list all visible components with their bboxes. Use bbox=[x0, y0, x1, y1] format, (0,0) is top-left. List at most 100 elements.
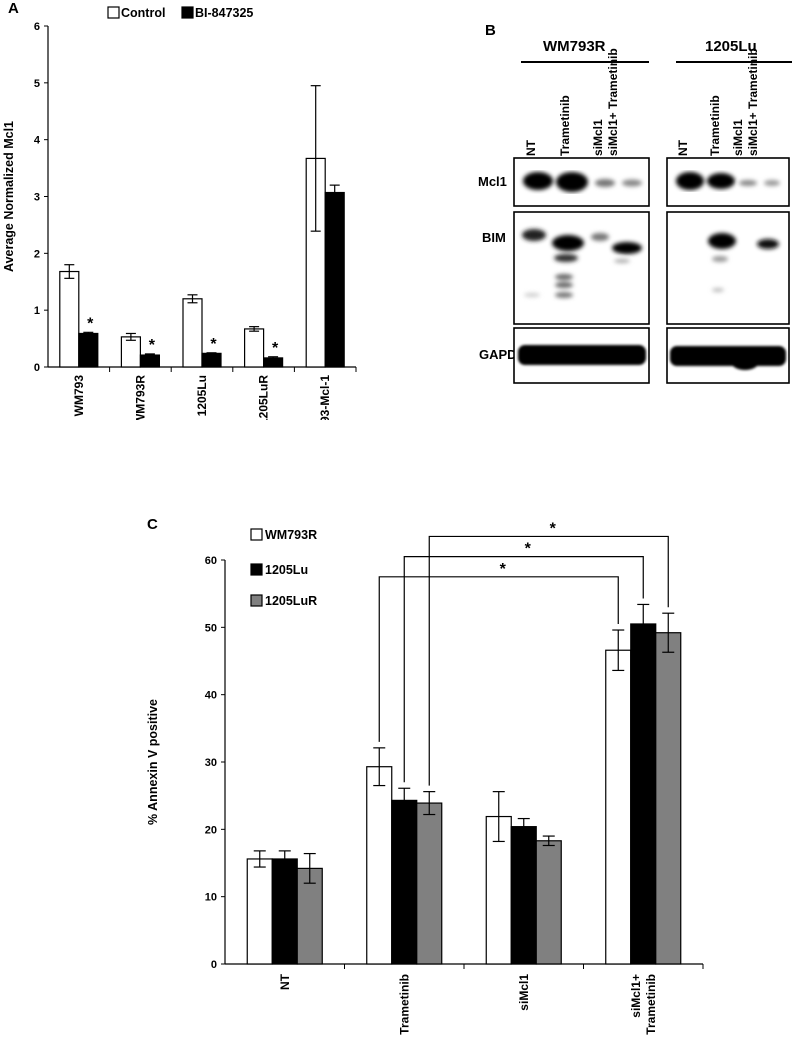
significance-marker: * bbox=[210, 336, 217, 353]
x-tick-label: Trametinib bbox=[397, 974, 411, 1035]
bar bbox=[416, 802, 443, 965]
legend-label-wm793r: WM793R bbox=[265, 528, 317, 542]
significance-marker: * bbox=[149, 337, 156, 354]
x-tick-label: siMcl1+ bbox=[629, 974, 643, 1018]
group-underline-wm793r bbox=[521, 61, 649, 63]
legend-swatch-bi847325 bbox=[181, 6, 194, 19]
y-tick-label: 10 bbox=[205, 892, 217, 904]
lane-label-simcl1-trametinib: siMcl1+ Trametinib bbox=[606, 48, 620, 156]
band bbox=[552, 235, 584, 251]
band bbox=[764, 180, 780, 186]
bar bbox=[366, 766, 393, 965]
band bbox=[712, 288, 724, 292]
row-label-bim: BIM bbox=[482, 230, 506, 245]
y-tick-label: 5 bbox=[34, 78, 40, 90]
x-tick-label: WM793R bbox=[133, 375, 147, 420]
band bbox=[708, 233, 736, 249]
panel-a-chart: Control BI-847325 0 1 2 3 4 5 6 Average Normali… bbox=[2, 6, 357, 420]
band bbox=[612, 242, 642, 254]
y-tick-label: 2 bbox=[34, 248, 40, 260]
band bbox=[591, 233, 609, 241]
legend-swatch-wm793r bbox=[250, 528, 263, 541]
band bbox=[707, 173, 735, 189]
y-tick-label: 0 bbox=[34, 362, 40, 374]
x-tick-label: WM793 bbox=[72, 375, 86, 417]
bar bbox=[139, 354, 160, 368]
band bbox=[757, 239, 779, 249]
bar bbox=[246, 858, 273, 965]
legend-label-bi847325: BI-847325 bbox=[195, 6, 253, 20]
y-axis-label: Average Normalized Mcl1 bbox=[2, 121, 16, 272]
legend-label-1205lu: 1205Lu bbox=[265, 563, 308, 577]
y-tick-label: 1 bbox=[34, 305, 40, 317]
band bbox=[595, 179, 615, 187]
significance-marker: * bbox=[550, 520, 557, 537]
lane-label-simcl1: siMcl1 bbox=[591, 119, 605, 156]
y-tick-label: 60 bbox=[205, 555, 217, 567]
significance-marker: * bbox=[500, 561, 507, 578]
y-axis-label: % Annexin V positive bbox=[146, 699, 160, 825]
panel-a-legend: Control BI-847325 bbox=[107, 6, 253, 20]
group-underline-1205lu bbox=[676, 61, 792, 63]
bar bbox=[655, 632, 682, 965]
y-tick-label: 40 bbox=[205, 690, 217, 702]
x-tick-label: Trametinib bbox=[644, 974, 658, 1035]
bar bbox=[535, 840, 562, 965]
legend-swatch-1205lur bbox=[250, 594, 263, 607]
band bbox=[523, 172, 553, 190]
panel-c-legend: WM793R 1205Lu 1205LuR bbox=[250, 528, 317, 608]
group-title-wm793r: WM793R bbox=[543, 38, 606, 55]
band bbox=[622, 179, 642, 187]
band bbox=[712, 256, 728, 262]
bar bbox=[182, 298, 203, 368]
lane-label-simcl1: siMcl1 bbox=[731, 119, 745, 156]
bar bbox=[201, 352, 222, 368]
x-tick-label: siMcl1 bbox=[517, 974, 531, 1011]
x-tick-label: 1205Lu bbox=[195, 375, 209, 416]
x-tick-label: WM793-Mcl-1 bbox=[318, 375, 332, 420]
lane-label-text: siMcl1+ Trametinib bbox=[746, 48, 760, 156]
bar bbox=[271, 858, 298, 965]
y-tick-label: 3 bbox=[34, 192, 40, 204]
significance-marker: * bbox=[87, 315, 94, 332]
significance-bracket bbox=[403, 556, 644, 783]
x-tick-label: 1205LuR bbox=[257, 375, 271, 420]
band bbox=[739, 180, 757, 186]
band bbox=[554, 254, 578, 262]
bar bbox=[78, 332, 99, 368]
band bbox=[614, 259, 630, 263]
y-tick-label: 6 bbox=[34, 21, 40, 33]
bar bbox=[605, 649, 632, 965]
band bbox=[670, 346, 786, 366]
significance-bracket bbox=[428, 535, 669, 786]
lane-label-simcl1-trametinib: siMcl1+ Trametinib bbox=[746, 48, 760, 156]
panel-b-letter: B bbox=[485, 22, 496, 39]
blot-box-bim-1205lu bbox=[666, 211, 790, 325]
band bbox=[556, 172, 588, 192]
lane-label-text: siMcl1+ Trametinib bbox=[606, 48, 620, 156]
bar bbox=[59, 270, 80, 368]
panel-c-chart: WM793R 1205Lu 1205LuR 0 10 20 30 40 50 60 % Ann… bbox=[146, 520, 704, 1035]
y-tick-label: 20 bbox=[205, 824, 217, 836]
band bbox=[676, 172, 704, 190]
bar bbox=[120, 336, 142, 368]
row-label-mcl1: Mcl1 bbox=[478, 174, 507, 189]
panel-a-letter: A bbox=[8, 0, 19, 17]
band bbox=[555, 282, 573, 288]
group-title-1205lu: 1205Lu bbox=[705, 38, 757, 55]
lane-label-trametinib: Trametinib bbox=[558, 95, 572, 156]
y-tick-label: 50 bbox=[205, 622, 217, 634]
significance-bracket bbox=[378, 576, 619, 742]
significance-marker: * bbox=[272, 340, 279, 357]
bar bbox=[391, 799, 418, 965]
band bbox=[522, 229, 546, 241]
significance-marker: * bbox=[525, 541, 532, 558]
band bbox=[731, 354, 759, 370]
lane-label-trametinib: Trametinib bbox=[708, 95, 722, 156]
legend-swatch-1205lu bbox=[250, 563, 263, 576]
legend-label-1205lur: 1205LuR bbox=[265, 594, 317, 608]
legend-swatch-control bbox=[107, 6, 120, 19]
band bbox=[518, 345, 646, 365]
panel-c-letter: C bbox=[147, 516, 158, 533]
y-tick-label: 4 bbox=[34, 135, 41, 147]
